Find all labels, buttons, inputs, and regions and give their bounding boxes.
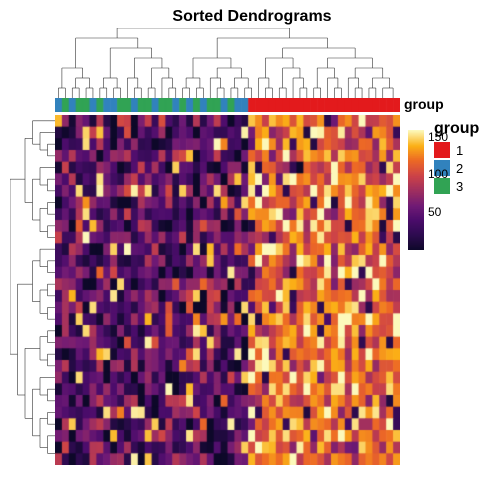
legend-item: 1 [434,142,479,158]
legend-label: 3 [456,179,463,194]
column-dendrogram [55,28,400,98]
heatmap [55,115,400,465]
group-annotation-bar [55,98,400,112]
chart-title: Sorted Dendrograms [0,8,504,26]
legend-swatch [434,142,450,158]
legend-label: 1 [456,143,463,158]
row-dendrogram [10,115,55,465]
colorbar-tick: 100 [428,167,448,181]
legend-label: 2 [456,161,463,176]
colorbar-tick: 50 [428,205,441,219]
colorbar-tick: 150 [428,130,448,144]
group-annotation-label: group [404,96,444,112]
